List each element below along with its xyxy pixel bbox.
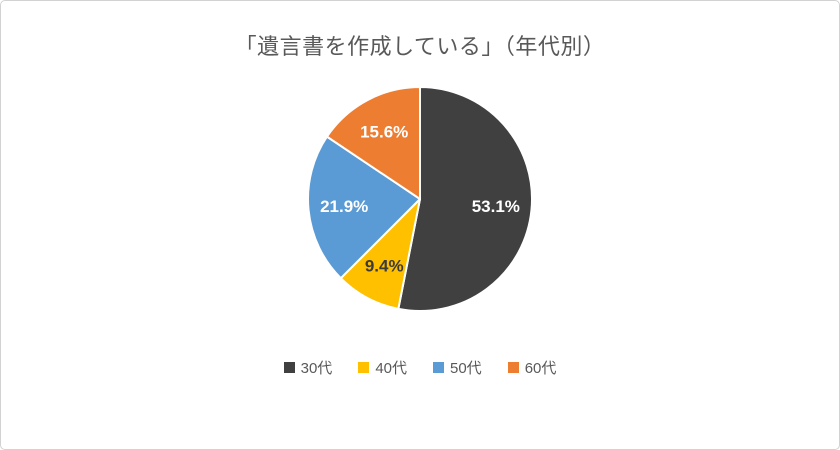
chart-title: 「遺言書を作成している」（年代別） xyxy=(234,34,606,59)
legend-item-1: 40代 xyxy=(358,357,407,378)
legend-item-0: 30代 xyxy=(283,357,333,378)
pie-slice-0 xyxy=(397,86,533,312)
legend-item-2: 50代 xyxy=(433,357,482,378)
pie-slice-3 xyxy=(325,86,421,200)
legend-item-3: 60代 xyxy=(507,357,557,378)
pie-slice-2 xyxy=(307,135,421,280)
legend-label: 30代 xyxy=(300,360,333,377)
pie-slice-value-label-0: 53.1% xyxy=(472,197,520,216)
pie-chart-svg: 53.1% 9.4% 21.9% 15.6% xyxy=(307,86,533,312)
legend-marker-icon xyxy=(507,362,519,373)
pie-slice-value-label-1: 9.4% xyxy=(365,257,404,276)
legend-label: 40代 xyxy=(375,360,407,377)
legend-marker-icon xyxy=(433,362,444,373)
legend-label: 60代 xyxy=(524,360,557,377)
pie-slice-value-label-3: 15.6% xyxy=(360,122,408,141)
pie-slice-value-label-2: 21.9% xyxy=(320,197,368,216)
legend-marker-icon xyxy=(283,362,295,373)
legend-label: 50代 xyxy=(450,360,482,377)
chart-legend: 30代 40代 50代 60代 xyxy=(283,357,557,378)
legend-marker-icon xyxy=(358,362,370,373)
